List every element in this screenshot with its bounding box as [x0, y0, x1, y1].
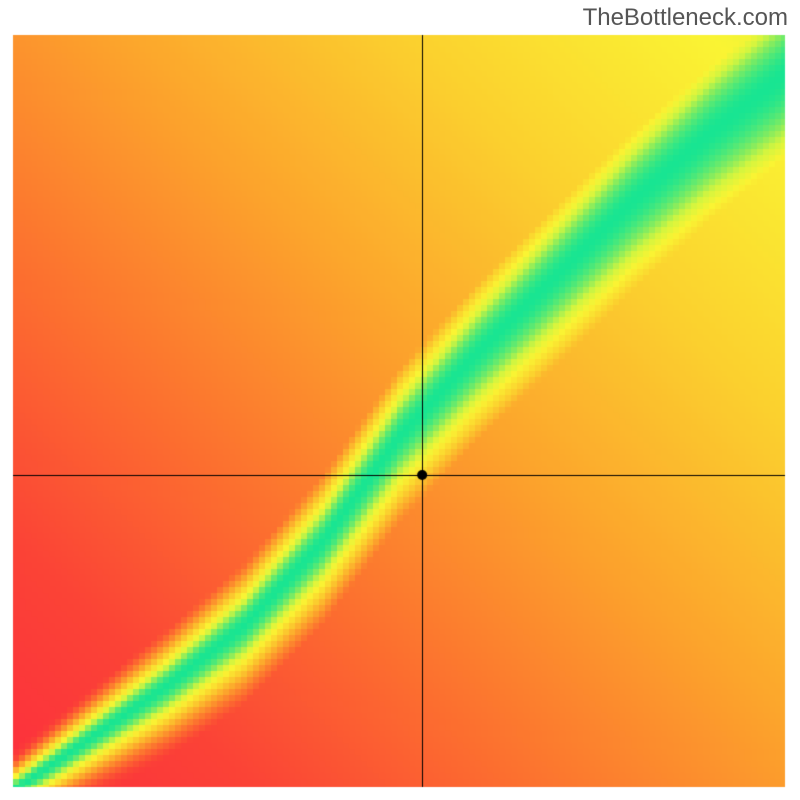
heatmap-canvas	[0, 0, 800, 800]
chart-container: TheBottleneck.com	[0, 0, 800, 800]
